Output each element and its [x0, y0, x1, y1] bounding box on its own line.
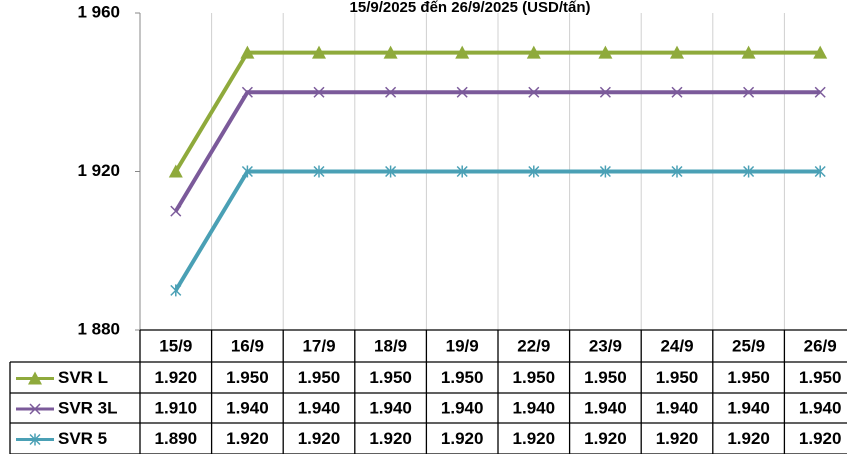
marker: [385, 165, 397, 178]
table-value: 1.920: [298, 429, 341, 448]
table-value: 1.950: [369, 368, 412, 387]
marker: [814, 86, 826, 98]
x-tick-label: 18/9: [374, 336, 407, 355]
table-value: 1.940: [727, 398, 770, 417]
marker: [383, 45, 398, 59]
table-value: 1.910: [155, 398, 198, 417]
marker: [528, 165, 540, 178]
x-tick-label: 19/9: [446, 336, 479, 355]
marker: [598, 45, 613, 59]
table-value: 1.920: [155, 368, 198, 387]
x-tick-label: 15/9: [159, 336, 192, 355]
table-value: 1.950: [298, 368, 341, 387]
marker: [671, 165, 683, 178]
marker: [170, 284, 182, 297]
x-tick-label: 22/9: [517, 336, 550, 355]
table-value: 1.920: [584, 429, 627, 448]
table-value: 1.920: [226, 429, 269, 448]
marker: [528, 86, 540, 98]
marker: [456, 165, 468, 178]
marker: [599, 165, 611, 178]
table-value: 1.950: [441, 368, 484, 387]
table-value: 1.920: [656, 429, 699, 448]
series-line: [174, 50, 821, 173]
x-tick-label: 17/9: [302, 336, 335, 355]
table-value: 1.950: [656, 368, 699, 387]
table-value: 1.920: [441, 429, 484, 448]
table-value: 1.940: [369, 398, 412, 417]
table-value: 1.950: [799, 368, 842, 387]
marker: [168, 164, 183, 178]
table-value: 1.920: [727, 429, 770, 448]
marker: [671, 86, 683, 98]
marker: [385, 86, 397, 98]
table-value: 1.920: [369, 429, 412, 448]
table-value: 1.940: [298, 398, 341, 417]
marker: [313, 165, 325, 178]
x-tick-label: 26/9: [804, 336, 837, 355]
marker: [455, 45, 470, 59]
marker: [29, 433, 41, 446]
table-value: 1.940: [584, 398, 627, 417]
x-tick-label: 23/9: [589, 336, 622, 355]
marker: [29, 403, 41, 415]
chart-title: 15/9/2025 đến 26/9/2025 (USD/tấn): [350, 0, 591, 16]
x-tick-label: 24/9: [660, 336, 693, 355]
table-value: 1.940: [799, 398, 842, 417]
marker: [170, 205, 182, 217]
marker: [599, 86, 611, 98]
table-value: 1.890: [155, 429, 198, 448]
marker: [743, 86, 755, 98]
table-value: 1.920: [799, 429, 842, 448]
marker: [241, 86, 253, 98]
marker: [456, 86, 468, 98]
y-tick-label: 1 880: [77, 319, 120, 338]
marker: [814, 165, 826, 178]
table-value: 1.940: [656, 398, 699, 417]
legend-label: SVR 5: [58, 429, 107, 448]
marker: [743, 165, 755, 178]
marker: [526, 45, 541, 59]
series-line: [174, 90, 821, 213]
table-value: 1.950: [226, 368, 269, 387]
marker: [741, 45, 756, 59]
marker: [312, 45, 326, 59]
legend-label: SVR L: [58, 368, 108, 387]
y-tick-label: 1 960: [77, 2, 120, 21]
table-value: 1.940: [441, 398, 484, 417]
marker: [241, 165, 253, 178]
x-tick-label: 25/9: [732, 336, 765, 355]
series-line: [174, 169, 821, 292]
marker: [670, 45, 684, 59]
x-tick-label: 16/9: [231, 336, 264, 355]
table-value: 1.950: [727, 368, 770, 387]
marker: [313, 86, 325, 98]
legend-label: SVR 3L: [58, 398, 118, 417]
table-value: 1.950: [513, 368, 556, 387]
marker: [28, 371, 42, 385]
y-tick-label: 1 920: [77, 161, 120, 180]
marker: [240, 45, 255, 59]
table-value: 1.940: [513, 398, 556, 417]
table-value: 1.920: [513, 429, 556, 448]
table-value: 1.950: [584, 368, 627, 387]
marker: [813, 45, 828, 59]
table-value: 1.940: [226, 398, 269, 417]
